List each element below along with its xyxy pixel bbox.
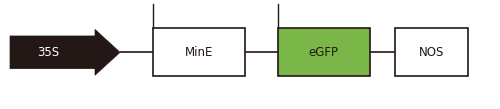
Text: MinE: MinE [184, 46, 213, 59]
FancyBboxPatch shape [395, 28, 468, 76]
FancyBboxPatch shape [278, 28, 370, 76]
Text: Sal I: Sal I [140, 0, 165, 3]
Text: NOS: NOS [418, 46, 444, 59]
Text: eGFP: eGFP [309, 46, 339, 59]
Text: BamH I: BamH I [256, 0, 299, 3]
Text: 35S: 35S [37, 46, 60, 59]
FancyBboxPatch shape [152, 28, 245, 76]
Polygon shape [10, 29, 120, 75]
